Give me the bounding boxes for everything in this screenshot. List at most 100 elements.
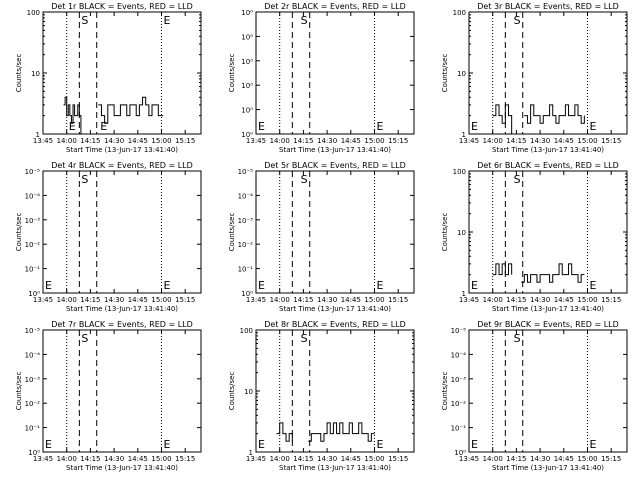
x-tick-label: 15:00 [151, 137, 171, 145]
y-tick-label: 10⁻² [451, 400, 467, 408]
marker-label-S: S [81, 173, 88, 186]
y-tick-label: 10⁰ [241, 107, 253, 115]
x-tick-label: 15:00 [577, 137, 597, 145]
y-axis-label: Counts/sec [441, 213, 449, 252]
x-tick-label: 14:45 [554, 296, 574, 304]
x-tick-label: 14:45 [128, 137, 148, 145]
y-tick-label: 10⁻⁴ [451, 351, 467, 359]
x-tick-label: 15:00 [364, 296, 384, 304]
y-tick-label: 1 [249, 449, 253, 457]
x-tick-label: 14:15 [293, 137, 313, 145]
x-tick-label: 14:00 [483, 455, 503, 463]
x-tick-label: 15:00 [364, 137, 384, 145]
marker-label-E: E [590, 279, 597, 292]
x-tick-label: 14:30 [104, 296, 124, 304]
y-axis-label: Counts/sec [228, 372, 236, 411]
x-tick-label: 15:00 [151, 455, 171, 463]
y-axis-label: Counts/sec [441, 54, 449, 93]
y-tick-label: 10⁻⁴ [238, 192, 254, 200]
x-axis-label: Start Time (13-Jun-17 13:41:40) [66, 146, 178, 154]
y-tick-label: 100 [453, 168, 466, 176]
x-tick-label: 14:30 [317, 137, 337, 145]
y-tick-label: 10⁰ [241, 82, 253, 90]
y-tick-label: 10⁰ [28, 449, 40, 457]
plot-frame [42, 329, 202, 453]
x-tick-label: 13:45 [246, 455, 266, 463]
marker-label-S: S [514, 173, 521, 186]
panel-title: Det 7r BLACK = Events, RED = LLD [51, 320, 193, 329]
marker-label-S: S [81, 14, 88, 27]
x-tick-label: 13:45 [33, 137, 53, 145]
x-tick-label: 14:00 [270, 296, 290, 304]
y-axis-label: Counts/sec [15, 372, 23, 411]
marker-label-E: E [471, 438, 478, 451]
x-tick-label: 15:15 [175, 455, 195, 463]
events-series-line [492, 104, 585, 135]
x-tick-label: 15:00 [577, 455, 597, 463]
y-tick-label: 10⁻⁴ [25, 351, 41, 359]
x-tick-label: 15:15 [388, 296, 408, 304]
y-axis-label: Counts/sec [441, 372, 449, 411]
y-tick-label: 1 [462, 290, 466, 298]
y-tick-label: 10⁰ [28, 290, 40, 298]
x-tick-label: 15:15 [388, 137, 408, 145]
marker-label-E: E [258, 120, 265, 133]
marker-label-E: E [377, 279, 384, 292]
marker-label-E: E [45, 438, 52, 451]
x-tick-label: 15:15 [601, 455, 621, 463]
x-tick-label: 14:00 [483, 296, 503, 304]
y-tick-label: 10⁰ [241, 9, 253, 17]
y-tick-label: 10⁻³ [238, 217, 254, 225]
x-tick-label: 14:45 [554, 137, 574, 145]
y-tick-label: 10⁰ [241, 33, 253, 41]
y-tick-label: 10⁻⁵ [238, 168, 254, 176]
plot-frame [255, 11, 415, 135]
panel-title: Det 4r BLACK = Events, RED = LLD [51, 161, 193, 170]
y-tick-label: 10⁻³ [451, 376, 467, 384]
marker-label-E: E [377, 120, 384, 133]
y-tick-label: 10⁻³ [25, 376, 41, 384]
x-tick-label: 15:15 [388, 455, 408, 463]
panel-title: Det 2r BLACK = Events, RED = LLD [264, 2, 406, 11]
x-tick-label: 13:45 [246, 137, 266, 145]
panel-3: Det 3r BLACK = Events, RED = LLD 13:45 14:… [441, 2, 628, 154]
x-tick-label: 14:45 [341, 296, 361, 304]
x-tick-label: 15:00 [577, 296, 597, 304]
panel-1: Det 1r BLACK = Events, RED = LLD 13:45 14:… [15, 2, 202, 154]
y-tick-label: 1 [36, 131, 40, 139]
marker-label-S: S [81, 332, 88, 345]
panel-2: Det 2r BLACK = Events, RED = LLD 13:45 14:… [228, 2, 415, 154]
x-tick-label: 15:15 [175, 296, 195, 304]
marker-label-S: S [514, 332, 521, 345]
x-tick-label: 14:00 [270, 137, 290, 145]
marker-label-E: E [590, 438, 597, 451]
x-tick-label: 14:15 [293, 296, 313, 304]
x-axis-label: Start Time (13-Jun-17 13:41:40) [66, 305, 178, 313]
panel-5: Det 5r BLACK = Events, RED = LLD 13:45 14:… [228, 161, 415, 313]
marker-label-E: E [377, 438, 384, 451]
x-tick-label: 14:00 [57, 137, 77, 145]
x-tick-label: 14:45 [128, 455, 148, 463]
panel-title: Det 8r BLACK = Events, RED = LLD [264, 320, 406, 329]
panel-8: Det 8r BLACK = Events, RED = LLD 13:45 14:… [228, 320, 415, 472]
x-tick-label: 15:15 [601, 137, 621, 145]
x-axis-label: Start Time (13-Jun-17 13:41:40) [279, 305, 391, 313]
x-tick-label: 14:00 [57, 296, 77, 304]
x-tick-label: 15:15 [601, 296, 621, 304]
y-tick-label: 10⁻³ [25, 217, 41, 225]
y-axis-label: Counts/sec [228, 54, 236, 93]
y-tick-label: 100 [240, 327, 253, 335]
x-tick-label: 14:15 [80, 296, 100, 304]
x-axis-label: Start Time (13-Jun-17 13:41:40) [492, 146, 604, 154]
x-tick-label: 14:15 [506, 455, 526, 463]
x-tick-label: 14:15 [293, 455, 313, 463]
y-tick-label: 10 [457, 229, 466, 237]
x-tick-label: 13:45 [33, 455, 53, 463]
x-tick-label: 14:45 [554, 455, 574, 463]
panel-title: Det 9r BLACK = Events, RED = LLD [477, 320, 619, 329]
x-tick-label: 14:30 [104, 455, 124, 463]
y-tick-label: 10⁻² [238, 241, 254, 249]
events-series-line [276, 422, 375, 442]
